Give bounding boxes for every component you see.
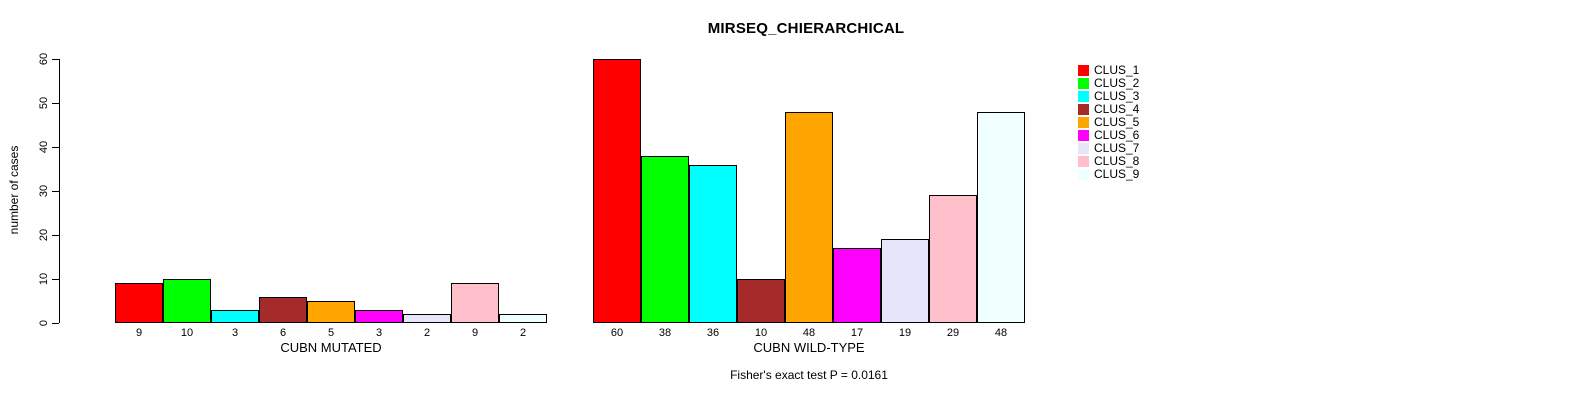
bar-value-label: 10 (754, 327, 768, 339)
y-tick-label: 30 (38, 184, 50, 198)
legend-color-swatch (1078, 65, 1089, 76)
bar-clus-1 (593, 59, 641, 323)
legend-item: CLUS_9 (1078, 168, 1139, 181)
legend-label: CLUS_4 (1094, 102, 1140, 116)
bar-value-label: 3 (231, 327, 239, 339)
bar-clus-5 (307, 301, 355, 323)
bar-clus-8 (451, 283, 499, 323)
bar-value-label: 38 (658, 327, 672, 339)
y-tick-mark (52, 234, 59, 236)
y-tick-mark (52, 58, 59, 60)
bar-clus-4 (259, 296, 307, 323)
legend-label: CLUS_6 (1094, 128, 1140, 142)
bar-value-label: 9 (135, 327, 143, 339)
bar-value-label: 29 (946, 327, 960, 339)
legend-color-swatch (1078, 91, 1089, 102)
legend-color-swatch (1078, 78, 1089, 89)
legend-item: CLUS_8 (1078, 155, 1139, 168)
y-tick-mark (52, 190, 59, 192)
bar-clus-4 (737, 279, 785, 323)
legend-item: CLUS_4 (1078, 103, 1139, 116)
bar-value-label: 19 (898, 327, 912, 339)
bar-clus-3 (689, 164, 737, 323)
legend-label: CLUS_2 (1094, 76, 1140, 90)
bar-value-label: 5 (327, 327, 335, 339)
y-tick-mark (52, 146, 59, 148)
bar-clus-5 (785, 111, 833, 323)
y-tick-label: 40 (38, 140, 50, 154)
legend-color-swatch (1078, 143, 1089, 154)
bar-value-label: 3 (375, 327, 383, 339)
y-axis-line (59, 59, 60, 323)
bar-clus-6 (833, 248, 881, 323)
bar-clus-9 (977, 111, 1025, 323)
bar-clus-7 (881, 239, 929, 323)
legend-item: CLUS_2 (1078, 77, 1139, 90)
bar-value-label: 60 (610, 327, 624, 339)
bar-value-label: 2 (519, 327, 527, 339)
legend-item: CLUS_3 (1078, 90, 1139, 103)
legend-label: CLUS_3 (1094, 89, 1140, 103)
legend-item: CLUS_5 (1078, 116, 1139, 129)
bar-clus-3 (211, 309, 259, 323)
legend-color-swatch (1078, 117, 1089, 128)
y-tick-mark (52, 102, 59, 104)
bar-clus-9 (499, 314, 547, 323)
legend-label: CLUS_1 (1094, 63, 1140, 77)
legend-item: CLUS_6 (1078, 129, 1139, 142)
legend-color-swatch (1078, 130, 1089, 141)
y-tick-label: 10 (38, 272, 50, 286)
chart-title: MIRSEQ_CHIERARCHICAL (707, 20, 905, 37)
bar-value-label: 2 (423, 327, 431, 339)
legend-label: CLUS_5 (1094, 115, 1140, 129)
bar-value-label: 48 (802, 327, 816, 339)
bar-clus-8 (929, 195, 977, 323)
bar-clus-6 (355, 309, 403, 323)
bar-value-label: 6 (279, 327, 287, 339)
y-tick-label: 0 (38, 319, 50, 327)
legend-color-swatch (1078, 156, 1089, 167)
y-tick-mark (52, 278, 59, 280)
fisher-test-caption: Fisher's exact test P = 0.0161 (730, 368, 888, 382)
legend-label: CLUS_9 (1094, 167, 1140, 181)
y-tick-label: 50 (38, 96, 50, 110)
legend: CLUS_1 CLUS_2 CLUS_3 CLUS_4 CLUS_5 CLUS_6 CLUS… (1078, 64, 1139, 181)
x-axis-group-label: CUBN MUTATED (280, 340, 382, 355)
bar-clus-2 (163, 279, 211, 323)
legend-label: CLUS_8 (1094, 154, 1140, 168)
legend-item: CLUS_1 (1078, 64, 1139, 77)
x-axis-group-label: CUBN WILD-TYPE (753, 340, 865, 355)
legend-label: CLUS_7 (1094, 141, 1140, 155)
y-tick-mark (52, 322, 59, 324)
bar-value-label: 48 (994, 327, 1008, 339)
bar-clus-1 (115, 283, 163, 323)
bar-value-label: 9 (471, 327, 479, 339)
bar-value-label: 17 (850, 327, 864, 339)
y-tick-label: 20 (38, 228, 50, 242)
legend-color-swatch (1078, 104, 1089, 115)
bar-value-label: 10 (180, 327, 194, 339)
y-axis-label: number of cases (7, 145, 21, 235)
bar-clus-2 (641, 155, 689, 323)
legend-item: CLUS_7 (1078, 142, 1139, 155)
legend-color-swatch (1078, 169, 1089, 180)
y-tick-label: 60 (38, 52, 50, 66)
bar-value-label: 36 (706, 327, 720, 339)
bar-clus-7 (403, 314, 451, 323)
